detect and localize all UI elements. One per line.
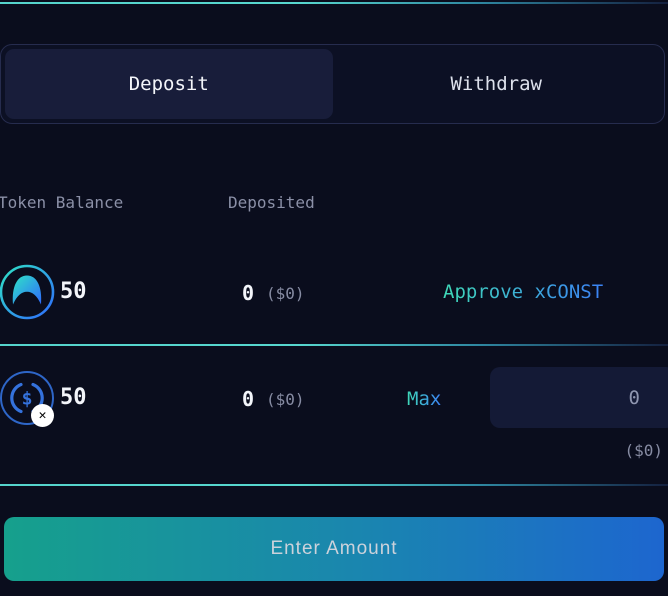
approve-xconst-button[interactable]: Approve xCONST [443,281,604,303]
amount-usd-value: ($0) [624,441,663,460]
xconst-deposited-usd: ($0) [266,284,305,303]
column-header-deposited: Deposited [228,193,315,212]
deposit-withdraw-tabs: Deposit Withdraw [0,44,665,124]
column-header-token-balance: Token Balance [0,193,124,212]
xconst-token-icon [0,264,55,320]
tab-withdraw[interactable]: Withdraw [450,73,542,95]
dollar-glyph: $ [22,389,33,410]
amount-input[interactable] [490,367,668,428]
xusdc-balance: 50 [60,385,87,410]
enter-amount-button[interactable]: Enter Amount [4,517,664,581]
tab-deposit[interactable]: Deposit [5,49,333,119]
row-divider [0,344,668,346]
xconst-balance: 50 [60,279,87,304]
xusdc-deposited: 0 [242,387,255,411]
top-divider [0,2,668,4]
x-variant-badge-icon: ✕ [31,404,54,427]
xusdc-deposited-usd: ($0) [266,390,305,409]
max-button[interactable]: Max [407,388,442,410]
bottom-divider [0,484,668,486]
xconst-deposited: 0 [242,281,255,305]
